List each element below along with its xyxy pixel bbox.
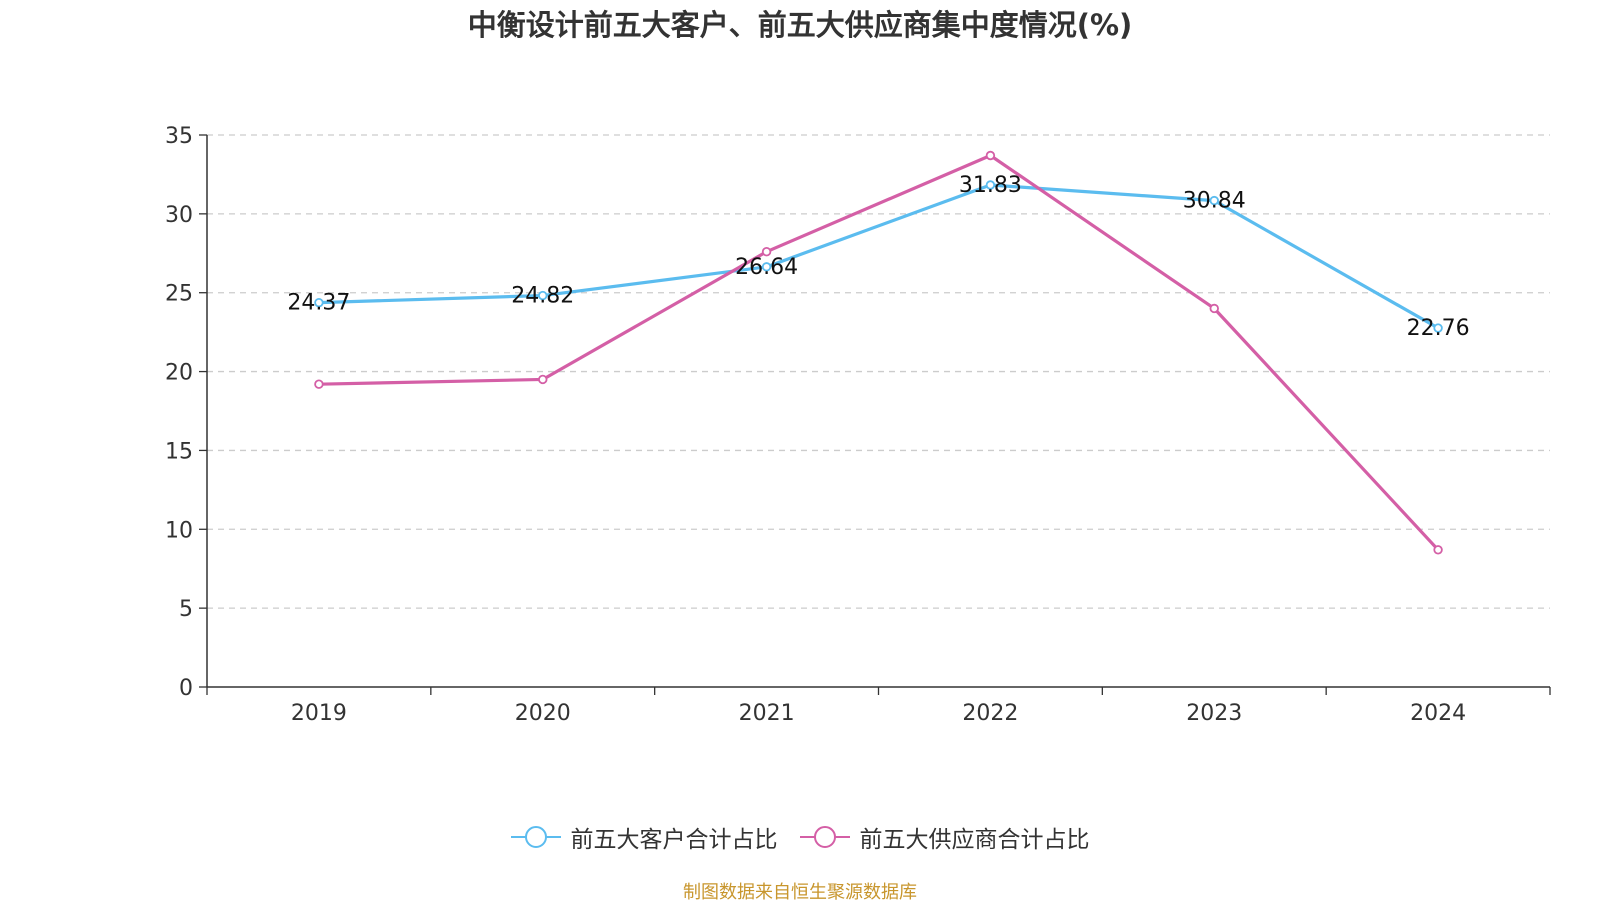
legend-label-suppliers: 前五大供应商合计占比 bbox=[859, 827, 1090, 853]
legend-item-customers[interactable]: 前五大客户合计占比 bbox=[510, 820, 778, 854]
axes: 0 5 10 15 20 25 30 35 2019 2020 2021 2022 2023 2024 bbox=[165, 124, 1551, 726]
data-point bbox=[985, 180, 996, 190]
y-tick-label: 5 bbox=[179, 597, 193, 622]
data-point bbox=[761, 247, 772, 257]
data-label: 24.37 bbox=[287, 291, 350, 316]
data-point bbox=[761, 262, 772, 272]
x-tick-label: 2019 bbox=[291, 701, 347, 726]
x-tick-label: 2024 bbox=[1410, 701, 1466, 726]
data-point bbox=[538, 290, 548, 301]
y-tick-label: 30 bbox=[165, 203, 193, 228]
legend-dot bbox=[813, 826, 836, 848]
chart-title: 中衡设计前五大客户、前五大供应商集中度情况(%) bbox=[467, 8, 1133, 42]
series-line-1 bbox=[318, 153, 1440, 551]
x-tick-label: 2021 bbox=[739, 701, 795, 726]
data-labels: 24.37 24.82 26.64 31.83 30.84 22.76 bbox=[287, 173, 1469, 341]
legend-dot bbox=[524, 826, 547, 848]
data-label: 31.83 bbox=[959, 173, 1022, 198]
data-label: 22.76 bbox=[1407, 316, 1470, 341]
gridlines bbox=[207, 134, 1550, 609]
series-line-0 bbox=[318, 183, 1439, 330]
legend: 前五大客户合计占比 前五大供应商合计占比 bbox=[0, 820, 1600, 854]
legend-marker-customers-icon bbox=[510, 825, 561, 849]
data-label: 30.84 bbox=[1183, 189, 1246, 214]
y-tick-label: 25 bbox=[165, 282, 193, 307]
y-tick-label: 10 bbox=[165, 518, 193, 543]
y-tick-label: 0 bbox=[179, 676, 193, 701]
y-tick-label: 35 bbox=[165, 124, 193, 149]
x-tick-label: 2023 bbox=[1186, 701, 1242, 726]
data-point bbox=[1433, 323, 1443, 333]
legend-marker-suppliers-icon bbox=[799, 825, 850, 849]
y-tick-label: 20 bbox=[165, 361, 193, 386]
data-point bbox=[538, 374, 548, 385]
x-tick-label: 2022 bbox=[962, 701, 1018, 726]
data-point bbox=[985, 150, 996, 161]
data-point bbox=[314, 297, 324, 308]
legend-item-suppliers[interactable]: 前五大供应商合计占比 bbox=[799, 820, 1090, 854]
data-point bbox=[1209, 195, 1219, 206]
legend-label-customers: 前五大客户合计占比 bbox=[570, 827, 778, 853]
data-point bbox=[1209, 303, 1219, 314]
series bbox=[314, 150, 1443, 555]
data-point bbox=[314, 379, 324, 389]
data-label: 26.64 bbox=[735, 255, 798, 280]
data-label: 24.82 bbox=[511, 284, 574, 309]
data-point bbox=[1433, 545, 1443, 555]
x-tick-label: 2020 bbox=[515, 701, 571, 726]
y-tick-label: 15 bbox=[165, 439, 193, 464]
data-source-note: 制图数据来自恒生聚源数据库 bbox=[683, 882, 917, 903]
